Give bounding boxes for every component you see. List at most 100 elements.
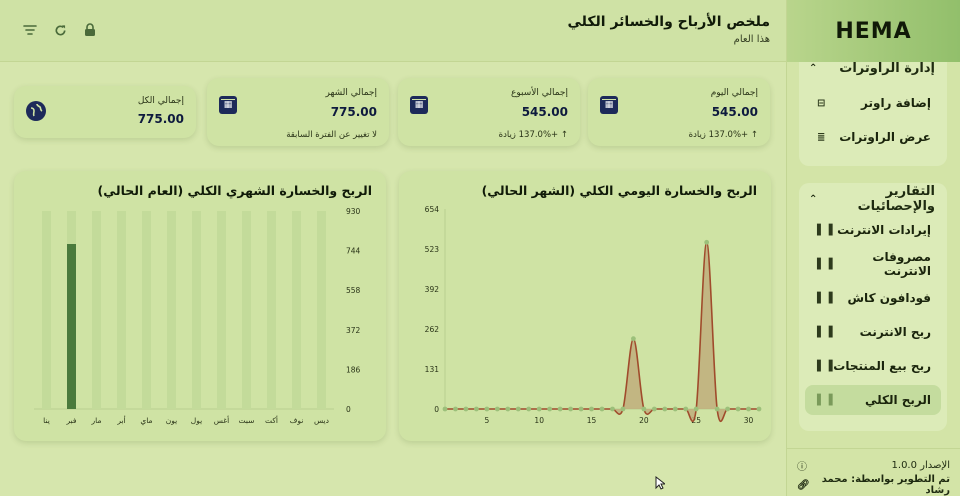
bar-chart-icon: ▐▌ xyxy=(817,224,833,236)
calendar-icon: ▦ xyxy=(410,96,428,114)
bar-track xyxy=(92,211,101,409)
stat-card-week: إجمالي الأسبوع 545.00 ↑ +137.0% زيادة ▦ xyxy=(398,78,580,146)
bar xyxy=(67,244,76,409)
daily-data-point xyxy=(704,239,710,245)
header-title-group: ملخص الأرباح والخسائر الكلي هذا العام xyxy=(568,14,770,45)
y-tick-label: 262 xyxy=(425,325,440,334)
sidebar-item-internet-expenses[interactable]: مصروفات الانترنت ▐▌ xyxy=(805,249,941,279)
daily-data-point xyxy=(631,336,636,342)
monthly-chart-card: الربح والخسارة الشهري الكلي (العام الحال… xyxy=(14,171,386,441)
x-tick-label: مار xyxy=(91,416,102,425)
daily-data-point xyxy=(442,406,448,412)
stat-card-today: إجمالي اليوم 545.00 ↑ +137.0% زيادة ▦ xyxy=(588,78,770,146)
daily-data-point xyxy=(599,406,605,412)
sidebar-item-view-routers[interactable]: عرض الراوترات ≣ xyxy=(805,122,941,152)
bar-track xyxy=(292,211,301,409)
daily-data-point xyxy=(474,406,479,412)
sidebar-item-internet-profit[interactable]: ربح الانترنت ▐▌ xyxy=(805,317,941,347)
bar-track xyxy=(117,211,126,409)
stat-card-month: إجمالي الشهر 775.00 لا تغيير عن الفترة ا… xyxy=(207,78,389,146)
sidebar-item-label: إيرادات الانترنت xyxy=(837,223,931,237)
mouse-cursor-icon xyxy=(655,476,665,490)
x-tick-label: 15 xyxy=(587,416,597,425)
x-tick-label: ديس xyxy=(314,416,329,425)
filter-button[interactable] xyxy=(22,22,38,38)
x-tick-label: أكت xyxy=(265,415,278,425)
daily-data-point xyxy=(547,406,553,412)
lock-button[interactable] xyxy=(82,22,98,38)
stat-value: 545.00 xyxy=(521,105,568,119)
globe-icon xyxy=(26,101,46,121)
bar-chart-icon: ▐▌ xyxy=(817,326,833,338)
calendar-icon: ▦ xyxy=(219,96,237,114)
daily-data-point xyxy=(463,406,469,412)
daily-data-point xyxy=(505,406,511,412)
daily-data-point xyxy=(693,406,699,412)
brand-logo: HEMA xyxy=(787,0,960,62)
calendar-icon: ▦ xyxy=(600,96,618,114)
daily-data-point xyxy=(662,406,668,412)
daily-data-point xyxy=(453,406,458,412)
sidebar-footer: الإصدار 1.0.0 ⓘ تم التطوير بواسطة: محمد … xyxy=(787,448,960,496)
y-tick-label: 186 xyxy=(346,365,361,374)
top-header: ملخص الأرباح والخسائر الكلي هذا العام xyxy=(0,0,786,62)
x-tick-label: يون xyxy=(166,416,177,425)
daily-data-point xyxy=(494,406,500,412)
bar-chart-icon: ▐▌ xyxy=(817,292,833,304)
stat-label: إجمالي اليوم xyxy=(710,88,758,98)
sidebar-item-internet-revenue[interactable]: إيرادات الانترنت ▐▌ xyxy=(805,215,941,245)
daily-data-point xyxy=(756,406,762,412)
daily-data-point xyxy=(568,406,573,412)
daily-data-point xyxy=(484,406,490,412)
sidebar-group-header-routers[interactable]: إدارة الراوترات ⌃ xyxy=(799,56,947,80)
bar-track xyxy=(242,211,251,409)
page-title: ملخص الأرباح والخسائر الكلي xyxy=(567,14,770,30)
daily-data-point xyxy=(672,406,678,412)
bar-track xyxy=(317,211,326,409)
page-subtitle: هذا العام xyxy=(733,34,770,45)
sidebar-group-header-reports[interactable]: التقارير والإحصائيات ⌃ xyxy=(799,183,947,215)
bar-track xyxy=(192,211,201,409)
daily-chart-title: الربح والخسارة اليومي الكلي (الشهر الحال… xyxy=(481,183,757,198)
sidebar-item-add-router[interactable]: إضافة راوتر ⊟ xyxy=(805,88,941,118)
sidebar-item-label: الربح الكلي xyxy=(864,393,931,407)
x-tick-label: 5 xyxy=(484,416,489,425)
sidebar-item-vodafone-cash[interactable]: فودافون كاش ▐▌ xyxy=(805,283,941,313)
bar-track xyxy=(142,211,151,409)
refresh-button[interactable] xyxy=(52,22,68,38)
sidebar: HEMA إدارة الراوترات ⌃ إضافة راوتر ⊟ عرض… xyxy=(786,0,960,496)
x-tick-label: 30 xyxy=(744,416,754,425)
sidebar-item-label: عرض الراوترات xyxy=(839,130,931,144)
daily-data-point xyxy=(526,406,532,412)
stat-value: 775.00 xyxy=(330,105,377,119)
stat-trend: لا تغيير عن الفترة السابقة xyxy=(286,130,377,140)
daily-data-point xyxy=(714,406,720,412)
x-tick-label: ماي xyxy=(140,416,152,425)
header-actions xyxy=(22,22,98,38)
sidebar-group-label: التقارير والإحصائيات xyxy=(857,184,935,214)
sidebar-item-products-profit[interactable]: ربح بيع المنتجات ▐▌ xyxy=(805,351,941,381)
daily-data-point xyxy=(578,406,584,412)
stat-label: إجمالي الشهر xyxy=(325,88,378,98)
daily-profit-chart: 0 131 262 392 523 654 5 10 15 20 25 30 xyxy=(425,205,762,425)
y-tick-label: 372 xyxy=(346,326,361,335)
sidebar-group-label: إدارة الراوترات xyxy=(839,60,935,76)
bar-track xyxy=(217,211,226,409)
sidebar-item-total-profit[interactable]: الربح الكلي ▐▌ xyxy=(805,385,941,415)
y-tick-label: 558 xyxy=(346,286,361,295)
link-icon[interactable]: 🔗︎ xyxy=(797,479,810,491)
y-tick-label: 744 xyxy=(346,247,361,256)
bar-track xyxy=(42,211,51,409)
x-tick-label: أبر xyxy=(116,415,125,425)
y-tick-label: 654 xyxy=(425,205,440,214)
daily-chart-card: الربح والخسارة اليومي الكلي (الشهر الحال… xyxy=(399,171,771,441)
bar-chart-icon: ▐▌ xyxy=(817,394,833,406)
chevron-up-icon: ⌃ xyxy=(809,193,818,205)
x-tick-label: سبت xyxy=(239,416,255,425)
y-tick-label: 0 xyxy=(434,405,439,414)
bar-chart-icon: ▐▌ xyxy=(817,258,833,270)
chevron-up-icon: ⌃ xyxy=(809,62,818,74)
daily-data-point xyxy=(641,406,647,412)
stat-value: 775.00 xyxy=(137,112,184,126)
bar-track xyxy=(267,211,276,409)
